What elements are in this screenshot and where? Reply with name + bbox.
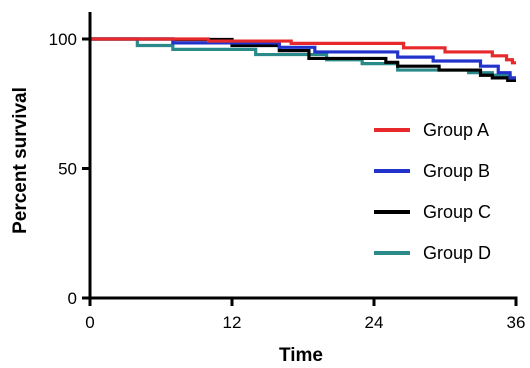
legend-label-group-a: Group A	[423, 120, 489, 140]
y-tick-label: 100	[49, 30, 77, 49]
series-line-group-d	[90, 37, 516, 81]
legend: Group A Group B Group C Group D	[374, 120, 491, 263]
y-tick-label: 0	[68, 289, 77, 308]
series-line-group-a	[90, 37, 516, 65]
axes: 0 50 100 0 12 24 36	[49, 12, 526, 332]
x-axis-title: Time	[279, 345, 323, 366]
legend-label-group-d: Group D	[423, 243, 491, 263]
y-axis-title: Percent survival	[10, 87, 31, 234]
series-layer	[90, 37, 516, 83]
legend-label-group-b: Group B	[423, 161, 490, 181]
y-tick-label: 50	[58, 160, 77, 179]
x-tick-label: 24	[365, 313, 384, 332]
x-tick-label: 36	[507, 313, 526, 332]
legend-label-group-c: Group C	[423, 202, 491, 222]
x-tick-label: 12	[223, 313, 242, 332]
x-tick-label: 0	[85, 313, 94, 332]
series-line-group-b	[90, 37, 516, 80]
